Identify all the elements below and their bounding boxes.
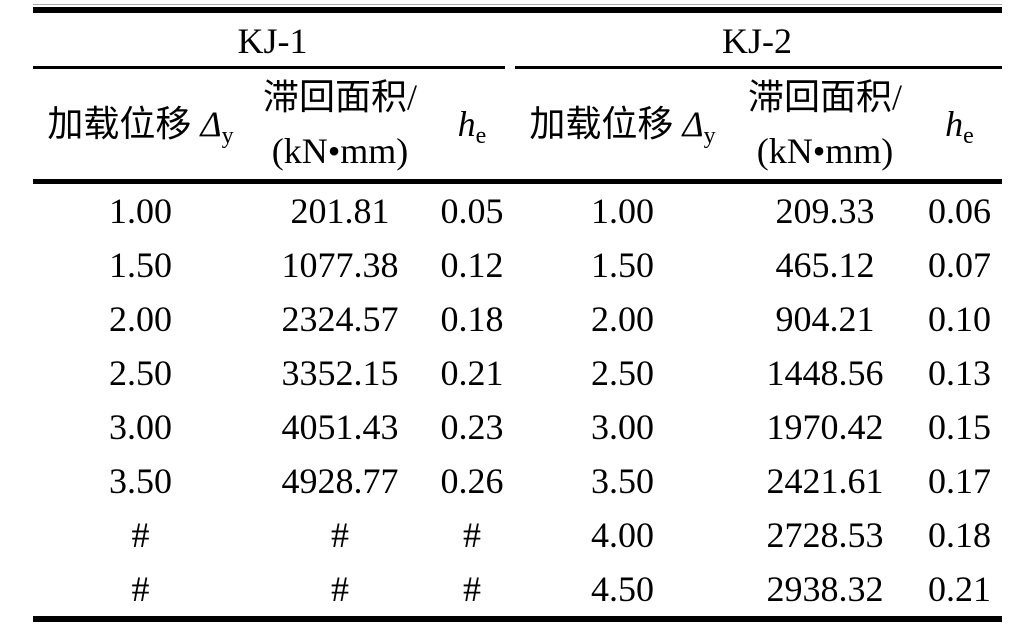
table-row: 1.00 201.81 0.05 1.00 209.33 0.06 [33, 184, 1002, 238]
table-cell: 0.13 [928, 353, 991, 393]
table-cell: 3352.15 [281, 353, 399, 393]
group-header-kj2: KJ-2 [512, 13, 1002, 69]
table-cell: 0.26 [440, 461, 504, 501]
col-header-damping-kj1: he [432, 69, 512, 179]
table-row: 2.50 3352.15 0.21 2.50 1448.56 0.13 [33, 346, 1002, 400]
group-kj1-label: KJ-1 [237, 21, 308, 61]
table-cell: 1077.38 [281, 245, 399, 285]
table-cell: 2.50 [591, 353, 654, 393]
area-label-line1: 滞回面积/ [262, 77, 417, 117]
table-cell: 3.50 [591, 461, 654, 501]
table-top-border [33, 7, 1002, 13]
col-header-damping-kj2: he [917, 69, 1002, 179]
table-cell: 1.00 [591, 191, 654, 231]
h-symbol: h [945, 104, 964, 144]
damping-label: he [458, 97, 487, 151]
table-cell: 2324.57 [281, 299, 399, 339]
h-symbol: h [457, 104, 476, 144]
group-header-kj1: KJ-1 [33, 13, 512, 69]
table-cell: 2.50 [109, 353, 172, 393]
area-label-line2: (kN•mm) [271, 131, 409, 171]
table-cell: 0.21 [928, 569, 991, 609]
table-cell: # [331, 569, 349, 609]
table-row: # # #4.50 2938.32 0.21 [33, 562, 1002, 616]
displacement-label: 加载位移 Δy [47, 97, 233, 151]
table-cell: 2.00 [591, 299, 654, 339]
table-cell: 0.18 [928, 515, 991, 555]
table-cell: 0.21 [440, 353, 504, 393]
table-cell: 1970.42 [766, 407, 884, 447]
table-cell: 0.15 [928, 407, 991, 447]
table-cell: 4.00 [591, 515, 654, 555]
table-cell: 2938.32 [766, 569, 884, 609]
group-kj1-underline [33, 66, 505, 69]
table-cell: 3.50 [109, 461, 172, 501]
table-cell: 0.18 [440, 299, 504, 339]
table-cell: 1.00 [109, 191, 172, 231]
table-cell: 4051.43 [281, 407, 399, 447]
table-cell: 0.17 [928, 461, 991, 501]
h-subscript: e [963, 123, 974, 149]
table-bottom-border [33, 616, 1002, 622]
area-label-line2: (kN•mm) [756, 131, 894, 171]
table-cell: # [463, 569, 481, 609]
displacement-label: 加载位移 Δy [529, 97, 715, 151]
table-cell: 1.50 [109, 245, 172, 285]
delta-subscript: y [221, 123, 234, 149]
area-label-line1: 滞回面积/ [747, 77, 902, 117]
table-cell: 0.10 [928, 299, 991, 339]
col-header-displacement-kj1: 加载位移 Δy [33, 69, 248, 179]
col-header-area-kj1: 滞回面积/ (kN•mm) [248, 69, 432, 179]
table-cell: 2421.61 [766, 461, 884, 501]
data-table: KJ-1 KJ-2 加载位移 Δy 滞回面积/ (kN•mm) he 加载位移 Δy… [33, 4, 1002, 622]
table-cell: # [463, 515, 481, 555]
column-header-row: 加载位移 Δy 滞回面积/ (kN•mm) he 加载位移 Δy 滞回面积/ (kN… [33, 69, 1002, 179]
table-row: # # #4.00 2728.53 0.18 [33, 508, 1002, 562]
table-cell: 0.12 [440, 245, 504, 285]
group-kj2-label: KJ-2 [722, 21, 792, 61]
table-cell: # [131, 515, 150, 555]
table-cell: 904.21 [775, 299, 875, 339]
table-body: 1.00 201.81 0.05 1.00 209.33 0.06 1.50 1077.38 0… [33, 184, 1002, 616]
table-cell: 3.00 [109, 407, 172, 447]
table-row: 2.00 2324.57 0.18 2.00 904.21 0.10 [33, 292, 1002, 346]
table-cell: 1.50 [591, 245, 654, 285]
group-kj2-underline [515, 66, 1002, 69]
table-cell: 209.33 [775, 191, 875, 231]
table-cell: # [131, 569, 150, 609]
damping-label: he [945, 97, 974, 151]
col-header-displacement-kj2: 加载位移 Δy [512, 69, 733, 179]
delta-subscript: y [703, 123, 716, 149]
h-subscript: e [475, 123, 487, 149]
displacement-text: 加载位移 [529, 104, 674, 144]
table-row: 1.50 1077.38 0.12 1.50 465.12 0.07 [33, 238, 1002, 292]
table-cell: 0.23 [440, 407, 504, 447]
table-cell: 4928.77 [281, 461, 399, 501]
table-cell: 2728.53 [766, 515, 884, 555]
table-cell: 2.00 [109, 299, 172, 339]
delta-symbol: Δ [200, 104, 222, 144]
table-cell: # [331, 515, 349, 555]
group-header-row: KJ-1 KJ-2 [33, 13, 1002, 69]
col-header-area-kj2: 滞回面积/ (kN•mm) [733, 69, 917, 179]
table-cell: 0.05 [440, 191, 504, 231]
table-cell: 201.81 [290, 191, 390, 231]
delta-symbol: Δ [682, 104, 704, 144]
displacement-text: 加载位移 [47, 104, 192, 144]
table-cell: 0.06 [928, 191, 991, 231]
table-cell: 0.07 [928, 245, 991, 285]
table-row: 3.00 4051.43 0.23 3.00 1970.42 0.15 [33, 400, 1002, 454]
table-cell: 1448.56 [766, 353, 884, 393]
table-cell: 4.50 [591, 569, 654, 609]
header-separator-border [33, 179, 1002, 184]
top-faint-rule [33, 4, 1002, 5]
table-cell: 465.12 [775, 245, 875, 285]
table-cell: 3.00 [591, 407, 654, 447]
table-row: 3.50 4928.77 0.26 3.50 2421.61 0.17 [33, 454, 1002, 508]
